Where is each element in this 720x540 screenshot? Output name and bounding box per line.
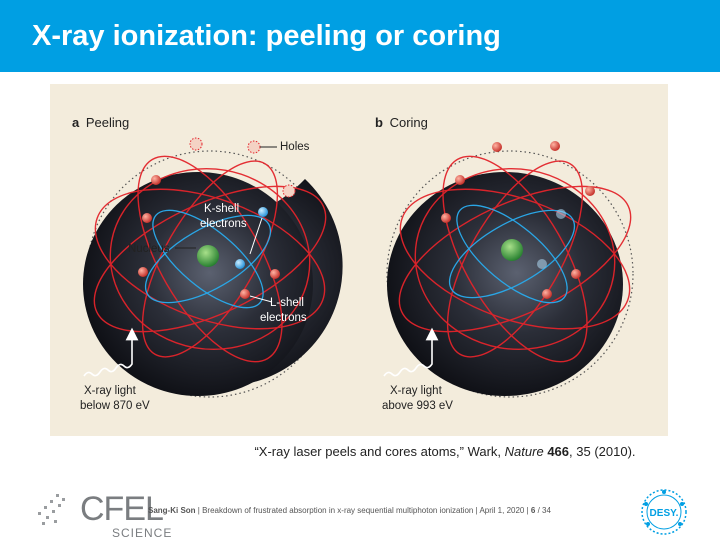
slide-footer: CFEL SCIENCE Sang-Ki Son | Breakdown of … [0,480,720,540]
atom-body-a [83,172,313,396]
hole-a2 [247,140,261,154]
caption-journal: Nature [504,444,544,459]
atom-figure: a Peeling [50,84,668,436]
k-hole-b1 [556,209,566,219]
atom-diagram-svg: a Peeling [72,115,634,412]
panel-b-letter: b [375,115,383,130]
hole-a1 [189,137,203,151]
l-electron-b2 [550,141,560,151]
k-electron-a2 [235,259,245,269]
cfel-logo-text: CFEL [80,490,164,528]
footer-text: Sang-Ki Son | Breakdown of frustrated ab… [148,506,551,515]
svg-text:b Coring: b Coring [375,115,428,130]
panel-b-title: Coring [390,115,428,130]
k-shell-orbits-a [144,209,272,309]
l-electron-a2 [142,213,152,223]
outer-boundary-b [386,150,634,398]
panel-a-title: Peeling [86,115,129,130]
l-electron-b4 [455,175,465,185]
footer-talk-title: Breakdown of frustrated absorption in x-… [202,506,474,515]
nucleus-b [501,239,523,261]
footer-sep-2: | [473,506,480,515]
nucleus-a [197,245,219,267]
label-leaders-a-white [249,217,273,303]
l-electron-a3 [138,267,148,277]
k-electron-a1 [258,207,268,217]
k-shell-orbits-b [448,204,576,304]
footer-sep-3: | [524,506,531,515]
xray-arrow-b [383,327,439,377]
slide-title: X-ray ionization: peeling or coring [32,20,501,52]
xray-arrow-a [83,327,139,377]
l-electron-b5 [441,213,451,223]
footer-page-total: / 34 [535,506,551,515]
l-electron-a4 [270,269,280,279]
l-electron-a5 [240,289,250,299]
footer-author: Sang-Ki Son [148,506,196,515]
svg-text:a Peeling: a Peeling [72,115,129,130]
xray-label-b-2: above 993 eV [382,400,453,412]
footer-page-number: 6 [530,506,536,515]
panel-a-letter: a [72,115,80,130]
k-shell-label-2: electrons [200,218,247,230]
k-hole-b2 [537,259,547,269]
l-shell-label-1: L-shell [270,297,304,309]
k-shell-label-1: K-shell [204,203,239,215]
panel-a: a Peeling [72,115,343,412]
caption-pre: “X-ray laser peels and cores atoms,” War… [254,444,505,459]
cfel-dots-icon [38,494,65,525]
label-leaders-a [175,146,277,249]
l-electron-b3 [585,186,595,196]
footer-sep-1: | [195,506,203,515]
desy-logo: DESY. [641,489,687,535]
cfel-logo: CFEL SCIENCE [28,488,171,540]
desy-logo-text: DESY. [650,508,679,519]
cfel-logo-subtext: SCIENCE [112,526,173,540]
l-shell-orbits-b [398,155,632,363]
holes-label: Holes [280,141,310,153]
caption-post: , 35 (2010). [569,444,636,459]
title-bar: X-ray ionization: peeling or coring [0,0,720,72]
nucleus-label: Nucleus [128,243,170,255]
l-shell-orbits-a [93,155,327,363]
xray-label-b-1: X-ray light [390,385,443,397]
footer-date: April 1, 2020 [479,506,525,515]
l-electron-a1 [151,175,161,185]
caption-volume: 466 [547,444,570,459]
figure-caption: “X-ray laser peels and cores atoms,” War… [0,444,720,459]
l-shell-label-2: electrons [260,312,307,324]
hole-a3 [282,184,296,198]
panel-b: b Coring [375,115,634,412]
xray-label-a-1: X-ray light [84,385,137,397]
l-electron-b1 [492,142,502,152]
xray-label-a-2: below 870 eV [80,400,150,412]
l-electron-b7 [542,289,552,299]
l-electron-b6 [571,269,581,279]
